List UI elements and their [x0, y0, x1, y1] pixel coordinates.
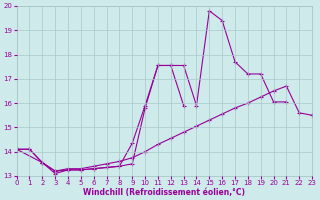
X-axis label: Windchill (Refroidissement éolien,°C): Windchill (Refroidissement éolien,°C)	[84, 188, 245, 197]
